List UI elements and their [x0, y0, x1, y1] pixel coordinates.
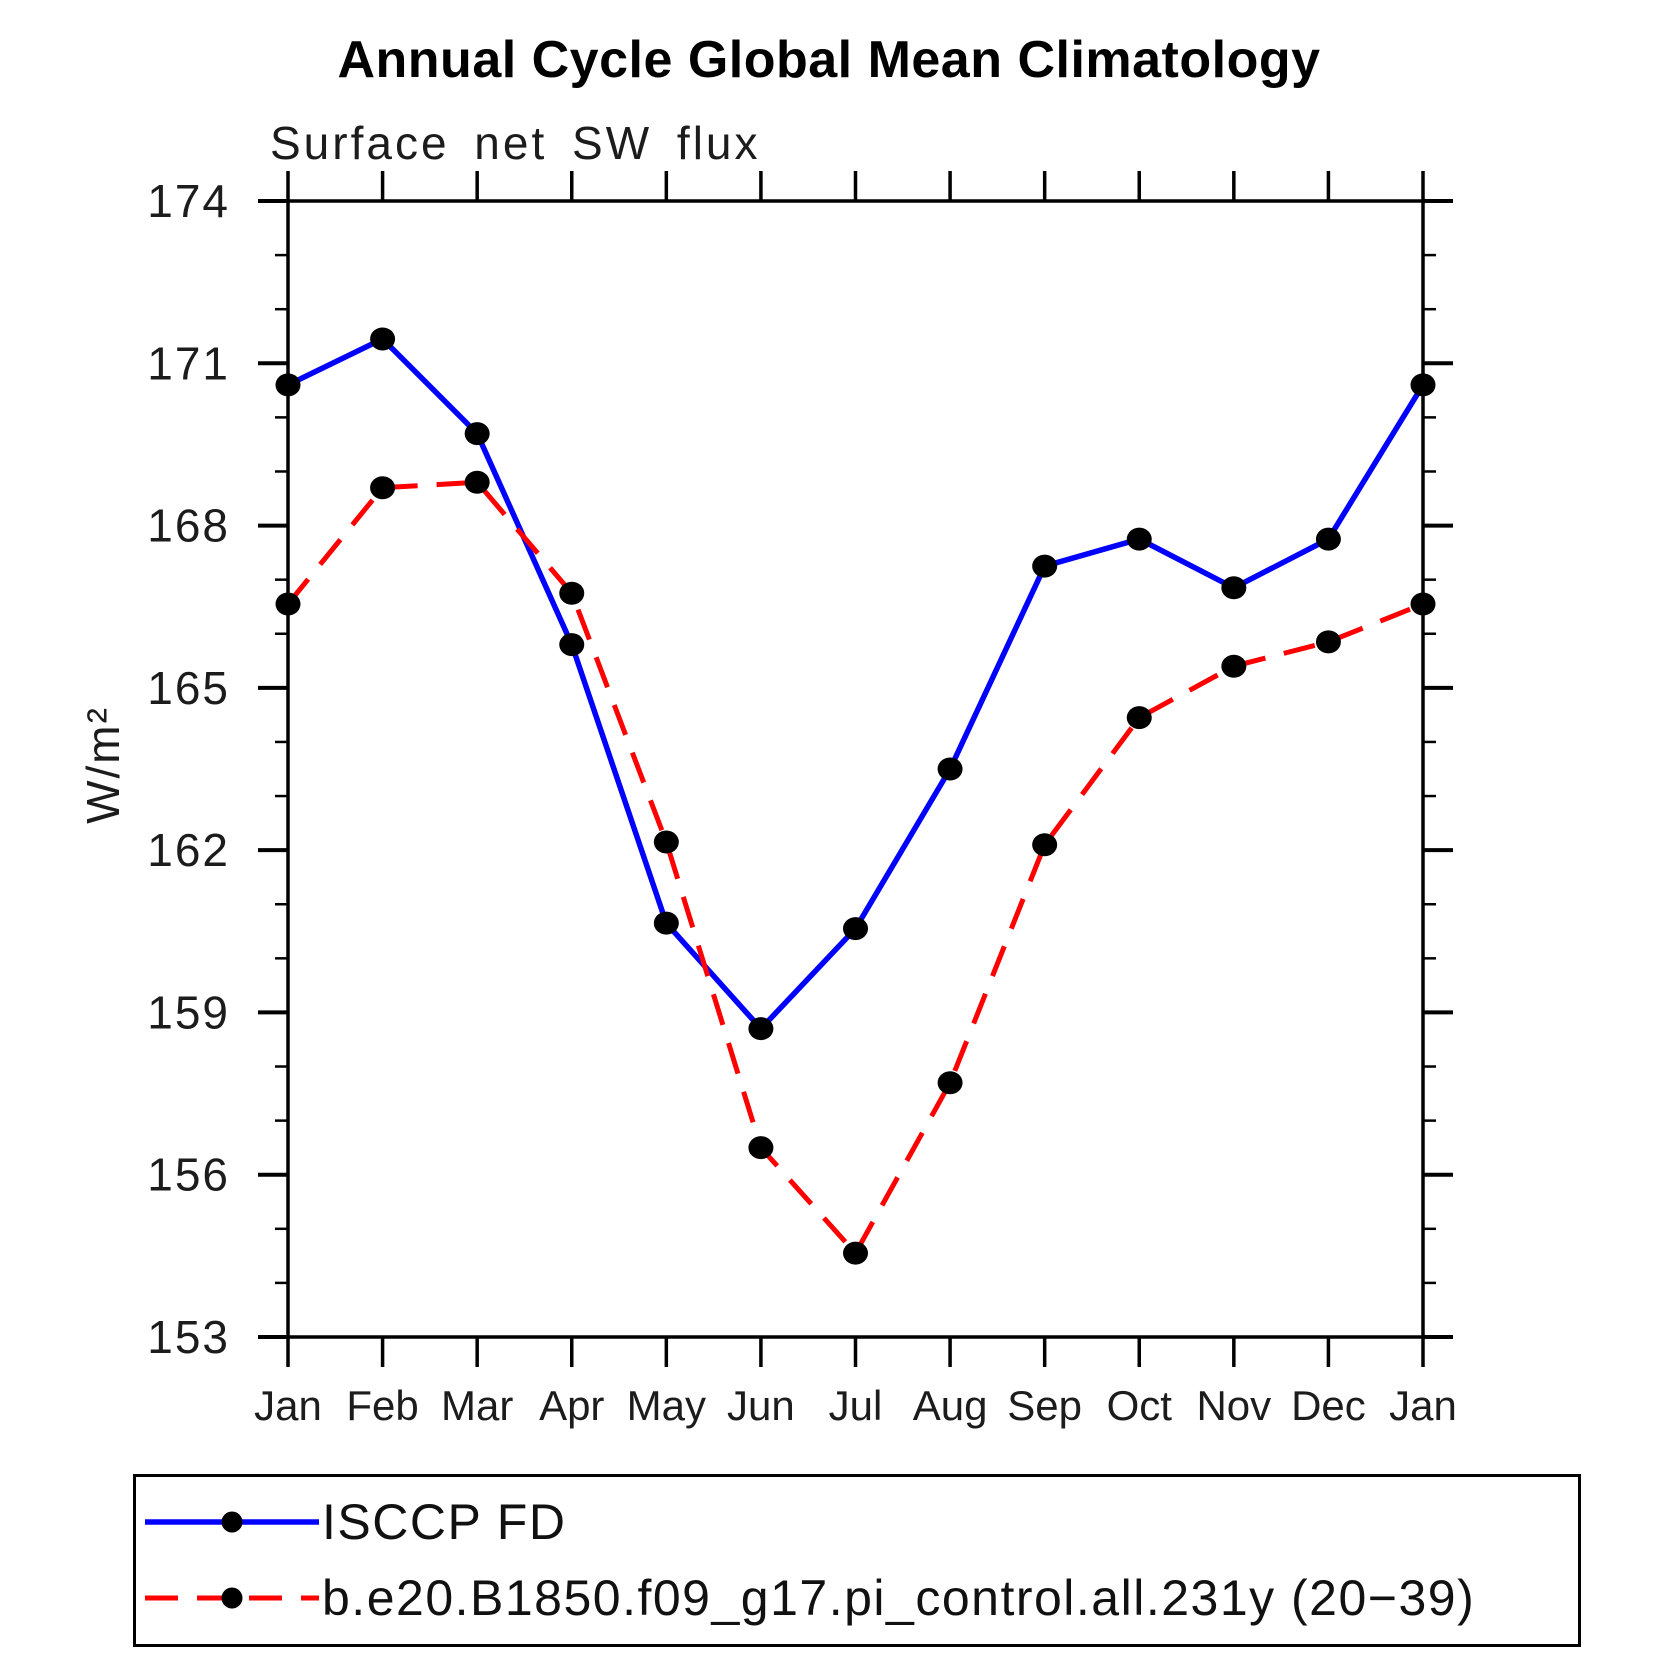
data-point-marker: [464, 470, 490, 494]
data-point-marker: [1315, 630, 1341, 654]
x-tick-label: Dec: [1291, 1382, 1366, 1429]
data-point-marker: [1410, 373, 1436, 397]
x-tick-label: Nov: [1196, 1382, 1271, 1429]
plot-frame: [286, 199, 1425, 1339]
y-tick-label: 165: [147, 662, 230, 714]
data-point-marker: [1032, 554, 1058, 578]
x-tick-label: Aug: [913, 1382, 988, 1429]
data-point-marker: [748, 1017, 774, 1041]
legend-label: b.e20.B1850.f09_g17.pi_control.all.231y …: [322, 1570, 1476, 1626]
y-axis-label: W/m²: [77, 706, 129, 824]
legend-marker-dot: [221, 1587, 243, 1609]
legend-line-sample-solid: [145, 1511, 319, 1533]
legend-label: ISCCP FD: [322, 1494, 567, 1550]
data-point-marker: [653, 911, 679, 935]
y-tick-label: 168: [147, 500, 230, 552]
y-tick-label: 153: [147, 1311, 230, 1363]
data-point-marker: [937, 757, 963, 781]
data-point-marker: [1315, 527, 1341, 551]
x-tick-label: Feb: [346, 1382, 418, 1429]
x-tick-label: Oct: [1107, 1382, 1173, 1429]
chart-subtitle: Surface net SW flux: [270, 117, 761, 169]
data-point-marker: [937, 1071, 963, 1095]
x-tick-label: Jan: [1389, 1382, 1457, 1429]
legend-entry-model: b.e20.B1850.f09_g17.pi_control.all.231y …: [142, 1573, 1475, 1623]
data-point-marker: [464, 422, 490, 446]
data-point-marker: [748, 1136, 774, 1160]
data-point-marker: [1221, 576, 1247, 600]
data-point-marker: [275, 592, 301, 616]
y-tick-label: 171: [147, 337, 230, 389]
x-tick-label: May: [627, 1382, 706, 1429]
legend-marker-dot: [221, 1511, 243, 1533]
data-point-marker: [275, 373, 301, 397]
x-tick-label: Mar: [441, 1382, 513, 1429]
legend-entry-isccp: ISCCP FD: [142, 1497, 566, 1547]
data-point-marker: [1221, 654, 1247, 678]
data-point-marker: [843, 917, 868, 941]
data-point-marker: [370, 327, 396, 351]
data-point-marker: [1032, 833, 1058, 857]
y-tick-label: 159: [147, 986, 230, 1038]
x-tick-label: Jul: [829, 1382, 883, 1429]
data-point-marker: [559, 581, 585, 605]
chart-title: Annual Cycle Global Mean Climatology: [337, 31, 1321, 89]
data-point-marker: [559, 633, 585, 657]
legend-line-sample-dashed: [145, 1587, 319, 1609]
data-point-marker: [653, 830, 679, 854]
legend-box: ISCCP FD b.e20.B1850.f09_g17.pi_control.…: [133, 1474, 1581, 1647]
x-tick-label: Jun: [727, 1382, 795, 1429]
x-tick-label: Sep: [1007, 1382, 1082, 1429]
data-point-marker: [1126, 706, 1152, 730]
series-line-dashed: [286, 479, 1424, 1258]
y-tick-label: 174: [147, 175, 230, 227]
x-tick-label: Apr: [539, 1382, 604, 1429]
y-tick-label: 162: [147, 824, 230, 876]
data-point-marker: [843, 1241, 868, 1265]
y-tick-label: 156: [147, 1149, 230, 1201]
data-point-marker: [370, 476, 396, 500]
data-point-marker: [1410, 592, 1436, 616]
x-tick-label: Jan: [254, 1382, 322, 1429]
data-point-marker: [1126, 527, 1152, 551]
